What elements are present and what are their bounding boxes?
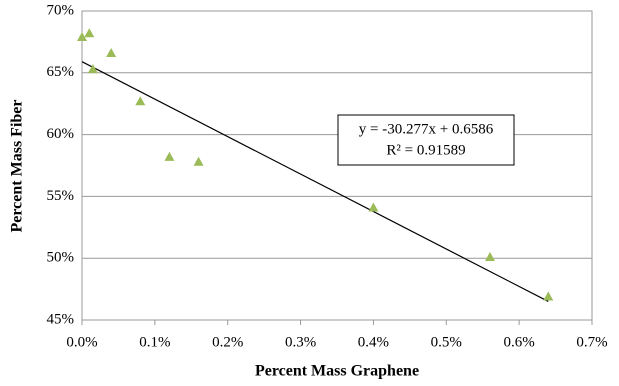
scatter-point <box>106 48 117 58</box>
scatter-point <box>193 156 204 166</box>
x-tick-label: 0.2% <box>212 334 243 350</box>
annotation-text: y = -30.277x + 0.6586 <box>359 121 494 137</box>
scatter-point <box>485 251 495 261</box>
y-tick-label: 50% <box>47 250 75 266</box>
scatter-point <box>368 202 379 212</box>
x-tick-label: 0.5% <box>431 334 462 350</box>
scatter-point <box>135 96 146 106</box>
y-axis-title: Percent Mass Fiber <box>9 100 26 233</box>
scatter-point <box>543 291 554 301</box>
scatter-point <box>77 31 87 41</box>
x-tick-label: 0.4% <box>358 334 389 350</box>
plot-border <box>81 10 593 321</box>
scatter-point <box>87 64 98 74</box>
scatter-point <box>84 28 95 38</box>
x-tick-label: 0.1% <box>139 334 170 350</box>
x-tick-label: 0.6% <box>504 334 535 350</box>
y-tick-label: 65% <box>47 64 75 80</box>
y-tick-label: 60% <box>47 126 75 142</box>
trendline <box>81 61 549 302</box>
x-tick-label: 0.3% <box>285 334 316 350</box>
x-tick-label: 0.0% <box>66 334 97 350</box>
annotation-box <box>337 114 515 166</box>
annotation-text: R² = 0.91589 <box>386 142 465 158</box>
y-tick-label: 55% <box>47 188 75 204</box>
scatter-point <box>164 151 175 161</box>
x-axis-title: Percent Mass Graphene <box>255 363 419 380</box>
y-tick-label: 45% <box>47 311 75 327</box>
y-tick-label: 70% <box>47 2 75 18</box>
x-tick-label: 0.7% <box>576 334 607 350</box>
